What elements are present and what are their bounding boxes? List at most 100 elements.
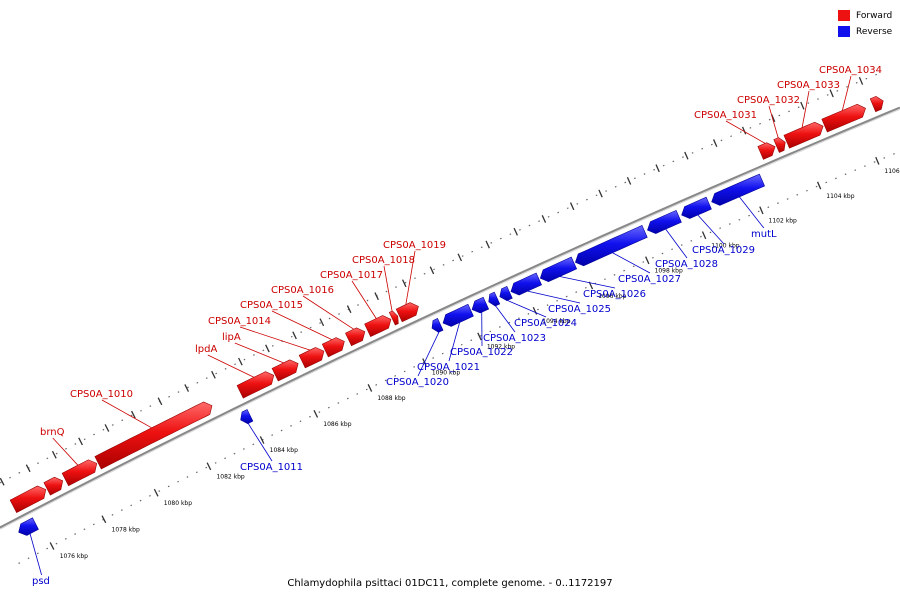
gene-forward — [389, 311, 398, 325]
gene-leader-line — [384, 266, 392, 311]
gene-label: CPS0A_1034 — [819, 65, 882, 76]
gene-leader-line — [352, 281, 376, 318]
gene-label: CPS0A_1024 — [514, 318, 577, 329]
gene-label: CPS0A_1029 — [692, 245, 755, 256]
minor-tick — [542, 215, 545, 222]
gene-leader-line — [208, 355, 254, 377]
tick-mark — [646, 257, 649, 264]
tick-label: 1080 kbp — [164, 500, 192, 507]
gene-forward — [365, 316, 391, 337]
gene-label: CPS0A_1023 — [483, 333, 546, 344]
gene-label: mutL — [751, 229, 777, 240]
gene-leader-line — [496, 306, 515, 332]
gene-label: CPS0A_1010 — [70, 389, 133, 400]
minor-tick — [656, 165, 659, 172]
gene-leader-line — [613, 253, 650, 273]
gene-reverse — [472, 297, 489, 313]
gene-leader-line — [53, 438, 78, 465]
gene-label: CPS0A_1025 — [548, 304, 611, 315]
gene-leader-line — [240, 327, 310, 350]
gene-label: CPS0A_1014 — [208, 316, 271, 327]
gene-forward — [322, 338, 344, 357]
figure-caption: Chlamydophila psittaci 01DC11, complete … — [0, 578, 900, 589]
tick-mark — [818, 182, 821, 189]
gene-label: CPS0A_1020 — [386, 377, 449, 388]
gene-reverse — [432, 318, 443, 332]
minor-tick — [239, 358, 243, 365]
forward-guide-line — [0, 71, 885, 492]
tick-mark — [207, 463, 211, 470]
minor-tick — [458, 254, 461, 261]
tick-label: 1082 kbp — [216, 473, 244, 480]
gene-label: CPS0A_1026 — [583, 289, 646, 300]
gene-label: CPS0A_1016 — [271, 285, 334, 296]
minor-tick — [859, 77, 862, 84]
gene-leader-line — [102, 400, 152, 428]
gene-label: CPS0A_1017 — [320, 270, 383, 281]
gene-reverse — [489, 292, 500, 306]
gene-label: CPS0A_1027 — [618, 274, 681, 285]
gene-leader-line — [698, 215, 724, 244]
minor-tick — [430, 267, 433, 274]
gene-forward — [822, 104, 866, 132]
gene-leader-line — [248, 423, 272, 461]
gene-leader-line — [666, 229, 687, 258]
gene-label: CPS0A_1022 — [450, 347, 513, 358]
gene-label: CPS0A_1028 — [655, 259, 718, 270]
tick-label: 1102 kbp — [769, 218, 797, 225]
gene-forward — [774, 138, 785, 153]
gene-leader-line — [769, 106, 778, 138]
gene-label: CPS0A_1021 — [417, 362, 480, 373]
gene-leader-line — [726, 121, 765, 143]
tick-mark — [314, 410, 317, 417]
tick-label: 1086 kbp — [323, 421, 351, 428]
gene-leader-line — [739, 197, 763, 228]
tick-mark — [702, 232, 705, 239]
tick-label: 1088 kbp — [377, 395, 405, 402]
gene-forward — [299, 347, 324, 368]
gene-label: CPS0A_1011 — [240, 462, 303, 473]
gene-reverse — [500, 286, 512, 300]
gene-leader-line — [842, 76, 851, 110]
minor-tick — [158, 398, 162, 405]
gene-label: CPS0A_1031 — [694, 110, 757, 121]
tick-mark — [533, 307, 536, 314]
minor-tick — [627, 177, 630, 184]
gene-leader-line — [528, 291, 580, 303]
gene-reverse — [19, 518, 39, 536]
gene-label: CPS0A_1019 — [383, 240, 446, 251]
tick-label: 1104 kbp — [826, 193, 854, 200]
tick-label: 1084 kbp — [270, 447, 298, 454]
tick-label: 1106 kbp — [884, 168, 900, 175]
minor-tick — [685, 152, 688, 159]
gene-leader-line — [303, 296, 354, 329]
gene-forward — [44, 477, 63, 495]
gene-forward — [345, 328, 364, 346]
tick-label: 1078 kbp — [112, 526, 140, 533]
gene-leader-line — [30, 534, 42, 575]
tick-mark — [876, 157, 879, 164]
legend-label-forward: Forward — [856, 10, 892, 22]
minor-tick — [514, 228, 517, 235]
minor-tick — [486, 241, 489, 248]
tick-label: 1076 kbp — [60, 553, 88, 560]
tick-mark — [50, 542, 54, 549]
tick-mark — [760, 207, 763, 214]
minor-tick — [212, 371, 216, 378]
minor-tick — [571, 203, 574, 210]
gene-label: CPS0A_1032 — [737, 95, 800, 106]
gene-label: CPS0A_1015 — [240, 300, 303, 311]
gene-leader-line — [235, 343, 284, 363]
minor-tick — [801, 102, 804, 109]
gene-leader-line — [507, 300, 546, 317]
gene-label: lipA — [222, 332, 241, 343]
legend-swatch-forward — [838, 10, 850, 21]
minor-tick — [293, 332, 296, 339]
gene-forward — [272, 360, 298, 381]
gene-label: brnQ — [40, 427, 65, 438]
minor-tick — [599, 190, 602, 197]
gene-label: lpdA — [195, 344, 217, 355]
minor-tick — [52, 451, 56, 458]
legend-label-reverse: Reverse — [856, 26, 892, 38]
